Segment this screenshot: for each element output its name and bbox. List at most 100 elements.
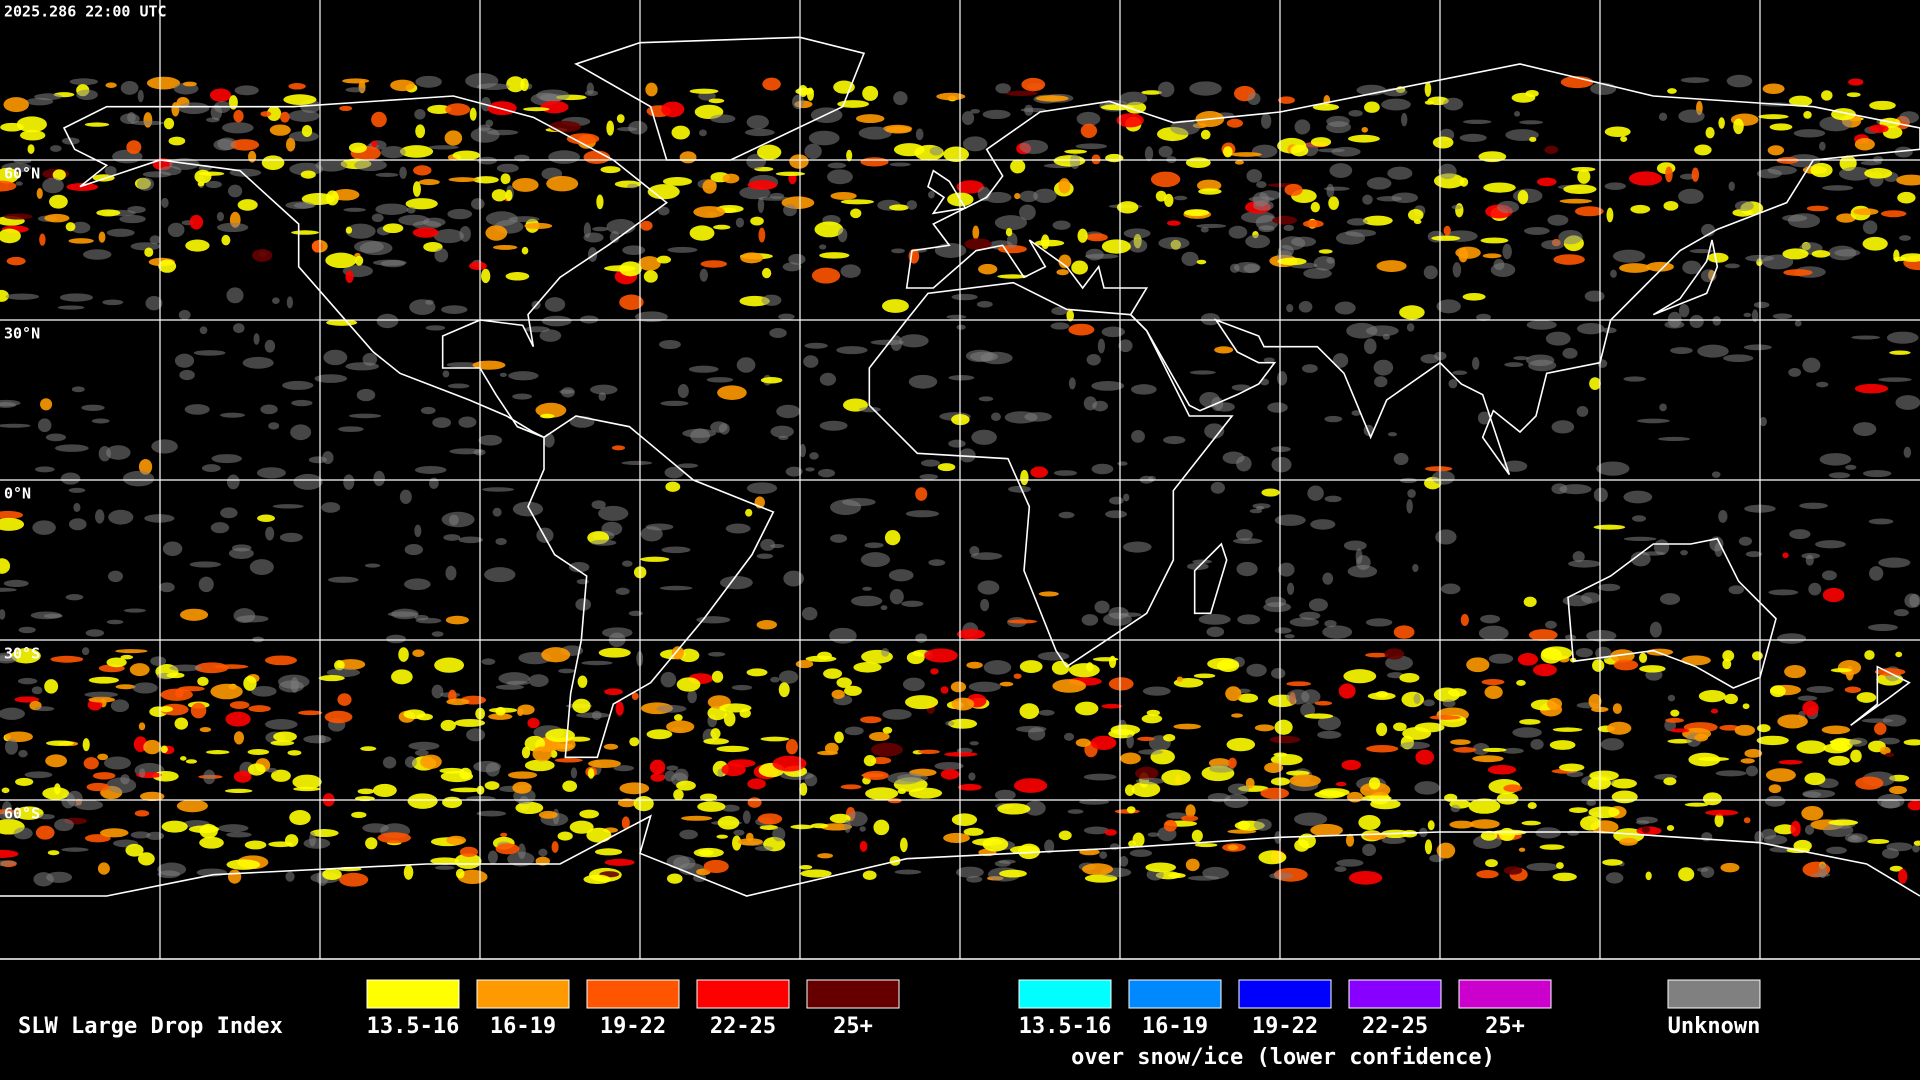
cloud-pixel: [1007, 232, 1018, 249]
cloud-pixel: [1604, 126, 1631, 138]
cloud-pixel: [855, 114, 885, 124]
cloud-pixel: [1580, 816, 1601, 831]
cloud-pixel: [1414, 781, 1440, 795]
cloud-pixel: [583, 232, 604, 243]
cloud-pixel: [524, 222, 553, 229]
cloud-pixel: [1619, 263, 1651, 273]
cloud-pixel: [31, 686, 43, 695]
cloud-pixel: [1899, 235, 1911, 241]
cloud-pixel: [1436, 842, 1456, 859]
cloud-pixel: [1274, 514, 1306, 526]
cloud-pixel: [1261, 488, 1280, 497]
cloud-pixel: [1269, 872, 1294, 880]
cloud-pixel: [656, 704, 687, 713]
cloud-pixel: [541, 315, 572, 327]
legend-swatch: [1667, 979, 1761, 1009]
cloud-pixel: [633, 796, 654, 812]
cloud-pixel: [1328, 196, 1339, 210]
cloud-pixel: [687, 689, 697, 704]
cloud-pixel: [485, 211, 518, 227]
cloud-pixel: [671, 646, 684, 660]
coastline-japan: [1652, 239, 1719, 316]
cloud-pixel: [47, 850, 60, 856]
latitude-label: 30°N: [4, 325, 40, 343]
cloud-pixel: [454, 718, 486, 727]
cloud-pixel: [1575, 648, 1593, 658]
cloud-pixel: [1576, 322, 1605, 335]
cloud-pixel: [1545, 620, 1557, 629]
cloud-pixel: [1222, 451, 1245, 464]
cloud-pixel: [382, 223, 404, 234]
cloud-pixel: [1801, 552, 1821, 559]
cloud-pixel: [210, 683, 243, 700]
cloud-pixel: [1563, 184, 1597, 194]
cloud-pixel: [594, 848, 623, 856]
cloud-pixel: [106, 228, 135, 237]
cloud-pixel: [449, 448, 483, 455]
cloud-pixel: [598, 505, 629, 521]
cloud-pixel: [1714, 813, 1724, 828]
cloud-pixel: [1720, 862, 1740, 873]
cloud-pixel: [837, 227, 848, 243]
cloud-pixel: [538, 810, 558, 819]
legend-swatch: [366, 979, 460, 1009]
cloud-pixel: [1290, 144, 1309, 157]
cloud-pixel: [65, 222, 76, 232]
cloud-pixel: [1289, 774, 1321, 787]
cloud-pixel: [0, 707, 25, 720]
cloud-pixel: [1844, 686, 1862, 694]
cloud-pixel: [1518, 847, 1526, 852]
cloud-pixel: [1366, 744, 1399, 753]
cloud-pixel: [507, 851, 535, 867]
cloud-pixel: [1200, 313, 1220, 326]
cloud-pixel: [355, 255, 364, 266]
cloud-pixel: [73, 502, 81, 512]
cloud-pixel: [1466, 657, 1490, 673]
cloud-pixel: [1849, 737, 1868, 747]
cloud-pixel: [1519, 718, 1541, 725]
cloud-pixel: [1132, 832, 1145, 848]
cloud-pixel: [1645, 871, 1652, 881]
cloud-pixel: [351, 811, 367, 819]
cloud-pixel: [1680, 549, 1688, 556]
cloud-pixel: [638, 256, 661, 271]
cloud-pixel: [905, 695, 939, 710]
cloud-pixel: [850, 208, 862, 219]
cloud-pixel: [280, 111, 290, 123]
cloud-pixel: [1623, 376, 1647, 382]
legend-label: 16-19: [1142, 1014, 1208, 1039]
cloud-pixel: [1811, 250, 1831, 258]
cloud-pixel: [68, 238, 94, 244]
cloud-pixel: [1253, 818, 1272, 831]
cloud-pixel: [420, 406, 436, 415]
cloud-pixel: [1147, 832, 1160, 837]
cloud-pixel: [327, 576, 359, 583]
cloud-pixel: [827, 162, 847, 169]
cloud-pixel: [819, 420, 848, 431]
cloud-pixel: [1751, 651, 1763, 661]
cloud-pixel: [1019, 139, 1049, 154]
cloud-pixel: [145, 296, 163, 311]
cloud-pixel: [458, 416, 477, 428]
cloud-pixel: [1715, 770, 1747, 777]
cloud-pixel: [404, 756, 417, 768]
cloud-pixel: [1895, 651, 1903, 658]
cloud-pixel: [1237, 820, 1250, 830]
cloud-pixel: [161, 197, 169, 208]
cloud-pixel: [1744, 748, 1763, 758]
cloud-pixel: [151, 439, 178, 454]
cloud-pixel: [1571, 166, 1596, 172]
cloud-pixel: [708, 652, 726, 657]
cloud-pixel: [1819, 141, 1826, 151]
cloud-pixel: [598, 647, 631, 658]
cloud-pixel: [1413, 219, 1422, 225]
cloud-pixel: [1230, 152, 1262, 157]
cloud-pixel: [1822, 587, 1845, 603]
cloud-pixel: [1574, 206, 1604, 217]
cloud-pixel: [1099, 851, 1108, 859]
cloud-pixel: [226, 287, 244, 304]
cloud-pixel: [182, 81, 197, 87]
cloud-pixel: [1734, 200, 1754, 211]
cloud-pixel: [587, 247, 598, 262]
cloud-pixel: [716, 745, 750, 753]
